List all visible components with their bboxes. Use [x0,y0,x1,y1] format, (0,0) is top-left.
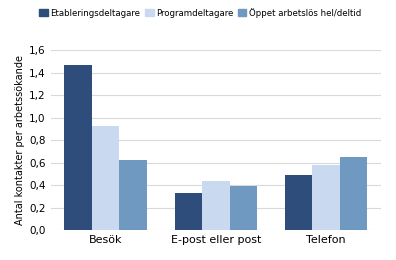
Y-axis label: Antal kontakter per arbetssökande: Antal kontakter per arbetssökande [15,55,25,225]
Bar [285,175,312,230]
Bar [230,186,257,230]
Bar [202,181,230,230]
Bar [120,160,147,230]
Bar [340,157,367,230]
Bar [92,126,120,230]
Legend: Etableringsdeltagare, Programdeltagare, Öppet arbetslös hel/deltid: Etableringsdeltagare, Programdeltagare, … [36,4,365,21]
Bar [65,65,92,230]
Bar [312,165,340,230]
Bar [175,193,202,230]
